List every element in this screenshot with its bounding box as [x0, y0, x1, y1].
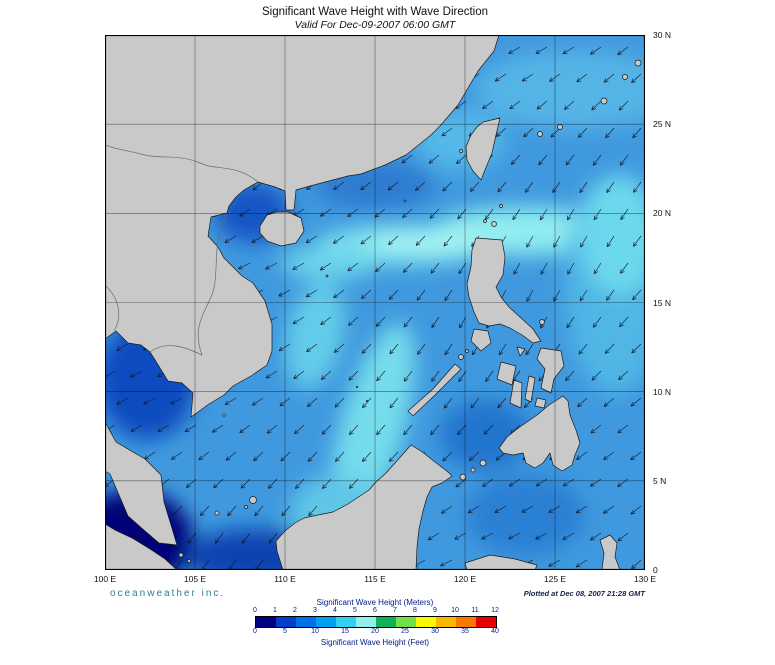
island-cebu	[524, 375, 536, 403]
landmass-china-indochina	[105, 35, 500, 418]
legend-feet-tick: 5	[283, 628, 287, 635]
island-sulawesi-arm	[464, 554, 538, 570]
legend-meters-tick: 5	[353, 607, 357, 614]
legend-feet-tick: 25	[401, 628, 409, 635]
island-taiwan	[465, 117, 501, 181]
island-panay	[496, 361, 517, 386]
legend-feet-tick: 15	[341, 628, 349, 635]
legend-color-swatch	[316, 617, 336, 627]
legend-feet-tick: 40	[491, 628, 499, 635]
island-negros	[509, 379, 523, 409]
legend-feet-tick: 10	[311, 628, 319, 635]
grid-lines	[105, 35, 645, 570]
plotted-timestamp: Plotted at Dec 08, 2007 21:28 GMT	[523, 589, 645, 598]
legend-meters-tick: 3	[313, 607, 317, 614]
legend-color-swatch	[416, 617, 436, 627]
legend-color-swatch	[256, 617, 276, 627]
island-sumatra	[105, 523, 178, 570]
legend-meters-tick: 1	[273, 607, 277, 614]
legend-color-swatch	[436, 617, 456, 627]
oceanweather-branding: oceanweather inc.	[110, 588, 226, 599]
lon-tick-label: 115 E	[364, 574, 386, 584]
lat-tick-label: 10 N	[653, 386, 671, 397]
lat-tick-label: 30 N	[653, 30, 671, 40]
valid-time-subtitle: Valid For Dec-09-2007 06:00 GMT	[294, 19, 456, 31]
island-mindoro	[470, 328, 492, 352]
legend-feet-tick: 30	[431, 628, 439, 635]
legend-meters-label: Significant Wave Height (Meters)	[316, 598, 434, 607]
legend-feet-ticks: 0 5 10 15 20 25 30 35 40	[253, 628, 499, 637]
island-luzon	[466, 237, 542, 344]
legend-meters-ticks: 0 1 2 3 4 5 6 7 8 9 10 11 12	[253, 607, 499, 616]
legend-meters-tick: 9	[433, 607, 437, 614]
legend-meters-tick: 8	[413, 607, 417, 614]
legend-meters-tick: 2	[293, 607, 297, 614]
legend-color-swatch	[456, 617, 476, 627]
island-hainan	[259, 211, 305, 247]
legend-color-swatch	[336, 617, 356, 627]
legend-color-swatch	[276, 617, 296, 627]
legend-color-swatch	[296, 617, 316, 627]
legend-color-swatch	[396, 617, 416, 627]
island-borneo	[275, 444, 453, 570]
legend-meters-tick: 12	[491, 607, 499, 614]
legend-color-swatch	[356, 617, 376, 627]
lon-tick-label: 105 E	[183, 574, 207, 584]
legend-color-bar	[255, 616, 497, 628]
legend-color-swatch	[476, 617, 496, 627]
map-border	[105, 35, 645, 570]
latitude-axis: 30 N 25 N 20 N 15 N 10 N 5 N 0	[653, 30, 693, 575]
legend-feet-tick: 20	[371, 628, 379, 635]
island-bohol	[534, 397, 547, 409]
island-samar-leyte	[536, 347, 565, 394]
lat-tick-label: 20 N	[653, 208, 671, 219]
country-borders	[105, 144, 259, 356]
legend-meters-tick: 6	[373, 607, 377, 614]
lon-tick-label: 125 E	[543, 574, 567, 584]
legend-meters-tick: 11	[471, 607, 479, 614]
legend-feet-label: Significant Wave Height (Feet)	[320, 638, 430, 647]
landmass-malay-peninsula	[105, 421, 178, 546]
island-palawan	[407, 363, 462, 417]
legend-feet-tick: 0	[253, 628, 257, 635]
legend-meters-tick: 10	[451, 607, 459, 614]
lat-tick-label: 0	[653, 565, 658, 575]
legend-feet-tick: 35	[461, 628, 469, 635]
legend-meters-tick: 7	[393, 607, 397, 614]
legend-meters-tick: 0	[253, 607, 257, 614]
island-mindanao	[498, 395, 581, 472]
lon-tick-label: 130 E	[633, 574, 657, 584]
legend-meters-tick: 4	[333, 607, 337, 614]
wave-map	[105, 35, 645, 570]
legend-color-swatch	[376, 617, 396, 627]
landmasses	[105, 35, 642, 570]
small-islands	[178, 59, 642, 563]
lon-tick-label: 120 E	[453, 574, 477, 584]
lat-tick-label: 5 N	[653, 475, 667, 486]
island-halmahera	[599, 534, 621, 570]
lat-tick-label: 25 N	[653, 119, 671, 130]
lon-tick-label: 110 E	[274, 574, 296, 584]
lon-tick-label: 100 E	[93, 574, 117, 584]
longitude-axis: 100 E 105 E 110 E 115 E 120 E 125 E 130 E	[94, 574, 656, 586]
page-title: Significant Wave Height with Wave Direct…	[261, 6, 489, 18]
lat-tick-label: 15 N	[653, 297, 671, 308]
island-masbate	[516, 346, 526, 357]
